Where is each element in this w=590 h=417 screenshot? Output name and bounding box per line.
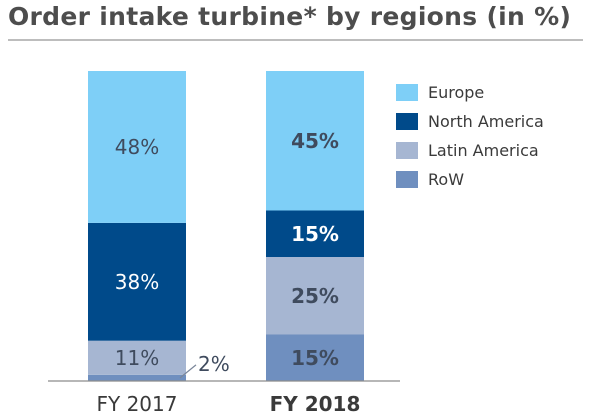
- bar-fy-2017-row: [88, 374, 186, 381]
- labels-layer: 2% 11% 38% 48% 15% 25% 15% 45%: [115, 129, 339, 379]
- legend-label-north-america: North America: [428, 112, 544, 131]
- legend: Europe North America Latin America RoW: [396, 83, 544, 189]
- leader-line-fy-2017-row: [179, 364, 197, 379]
- title-divider: [8, 39, 583, 41]
- data-label-fy-2017-latin-america: 11%: [115, 346, 159, 370]
- legend-swatch-europe: [396, 84, 418, 101]
- data-label-fy-2018-europe: 45%: [291, 129, 339, 153]
- bar-fy-2018-north-america: [266, 210, 364, 257]
- data-label-fy-2018-north-america: 15%: [291, 222, 339, 246]
- bar-fy-2018-latin-america: [266, 257, 364, 335]
- bars-layer: [88, 71, 364, 381]
- category-label-fy-2017: FY 2017: [97, 392, 178, 416]
- legend-swatch-latin-america: [396, 142, 418, 159]
- legend-swatch-row: [396, 171, 418, 188]
- data-label-fy-2017-north-america: 38%: [115, 270, 159, 294]
- legend-label-row: RoW: [428, 170, 464, 189]
- bar-fy-2017-europe: [88, 71, 186, 223]
- bar-fy-2018-row: [266, 334, 364, 381]
- chart-title: Order intake turbine* by regions (in %): [8, 2, 572, 31]
- data-label-fy-2017-europe: 48%: [115, 135, 159, 159]
- bar-fy-2017-latin-america: [88, 340, 186, 375]
- data-label-fy-2018-row: 15%: [291, 346, 339, 370]
- category-labels: FY 2017 FY 2018: [97, 392, 361, 416]
- legend-swatch-north-america: [396, 113, 418, 130]
- legend-label-europe: Europe: [428, 83, 484, 102]
- category-label-fy-2018: FY 2018: [270, 392, 361, 416]
- data-label-fy-2017-row: 2%: [198, 352, 230, 376]
- bar-fy-2018-europe: [266, 71, 364, 211]
- bar-fy-2017-north-america: [88, 222, 186, 341]
- legend-label-latin-america: Latin America: [428, 141, 539, 160]
- data-label-fy-2018-latin-america: 25%: [291, 284, 339, 308]
